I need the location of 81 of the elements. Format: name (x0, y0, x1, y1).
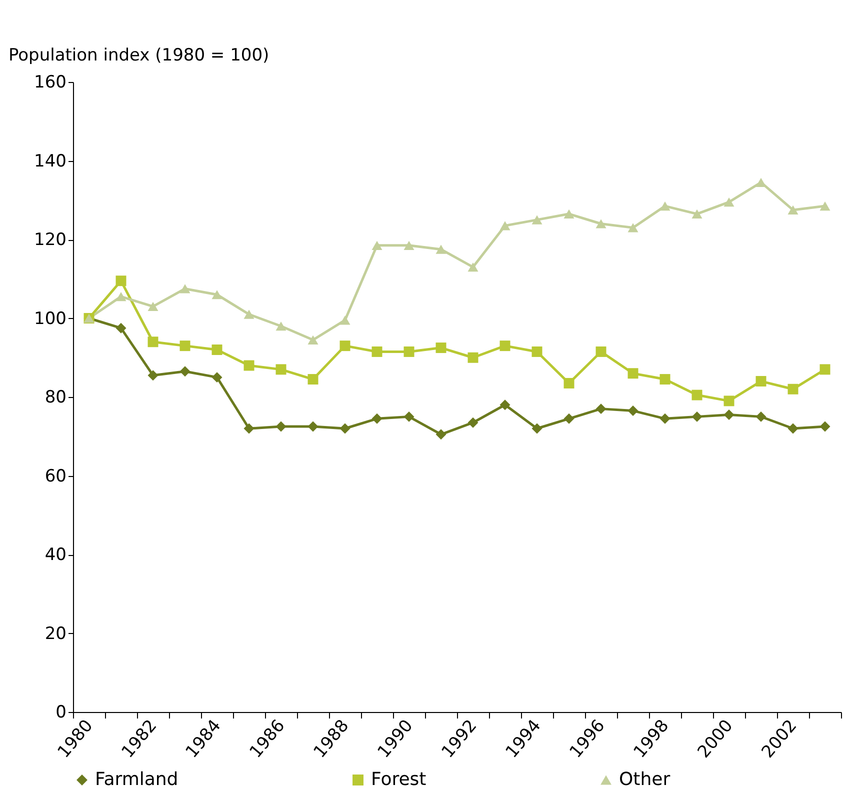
point (436, 429, 446, 440)
point (660, 413, 670, 424)
point (724, 198, 734, 207)
point (148, 370, 158, 381)
point (340, 423, 350, 434)
legend-label: Forest (371, 769, 426, 790)
point (788, 205, 798, 215)
point (308, 421, 318, 432)
point (244, 310, 254, 319)
point (564, 413, 574, 424)
y-tick-label: 160 (34, 72, 66, 92)
point (212, 344, 222, 355)
point (404, 346, 414, 357)
point (500, 340, 510, 352)
point (628, 223, 638, 232)
point (468, 417, 478, 428)
point (276, 364, 286, 375)
point (180, 366, 190, 377)
point (564, 378, 574, 388)
point (436, 244, 446, 254)
point (532, 423, 542, 434)
y-tick-label: 80 (44, 388, 66, 408)
point (372, 240, 382, 250)
legend-label: Other (619, 769, 671, 790)
point (596, 404, 606, 414)
point (596, 346, 606, 357)
point (788, 423, 798, 434)
point (692, 390, 702, 400)
point (660, 374, 670, 385)
point (404, 411, 414, 422)
y-tick-label: 60 (44, 466, 66, 486)
y-tick-label: 0 (56, 702, 66, 722)
point (308, 335, 318, 344)
point (148, 336, 158, 348)
y-tick-label: 120 (34, 230, 66, 250)
point (244, 423, 254, 434)
point (692, 411, 702, 422)
point (468, 262, 478, 272)
point (692, 209, 702, 218)
point (724, 396, 734, 406)
point (564, 209, 574, 218)
point (820, 201, 830, 211)
y-tick-label: 40 (44, 545, 66, 565)
point (820, 364, 830, 375)
point (116, 322, 126, 334)
point (372, 413, 382, 424)
y-tick-label: 140 (34, 151, 66, 172)
point (500, 400, 510, 410)
point (468, 352, 478, 363)
point (148, 302, 158, 311)
y-tick-label: 20 (44, 624, 66, 644)
point (532, 346, 542, 357)
point (308, 374, 318, 385)
point (404, 240, 414, 250)
point (212, 290, 222, 300)
point (212, 372, 222, 383)
point (788, 384, 798, 394)
point (180, 340, 190, 352)
point (532, 215, 542, 224)
point (756, 411, 766, 422)
point (628, 368, 638, 379)
point (180, 284, 190, 294)
point (436, 342, 446, 354)
y-axis-title: Population index (1980 = 100) (8, 46, 270, 66)
point (372, 346, 382, 357)
point (820, 421, 830, 432)
point (276, 421, 286, 432)
point (756, 376, 766, 386)
legend-label: Farmland (95, 769, 178, 790)
point (244, 360, 254, 371)
point (340, 316, 350, 325)
point (724, 409, 734, 420)
point (116, 276, 126, 286)
point (500, 221, 510, 230)
y-tick-label: 100 (34, 308, 66, 329)
point (660, 201, 670, 211)
point (340, 340, 350, 352)
point (276, 322, 286, 331)
point (596, 219, 606, 228)
point (116, 292, 126, 302)
point (628, 406, 638, 416)
